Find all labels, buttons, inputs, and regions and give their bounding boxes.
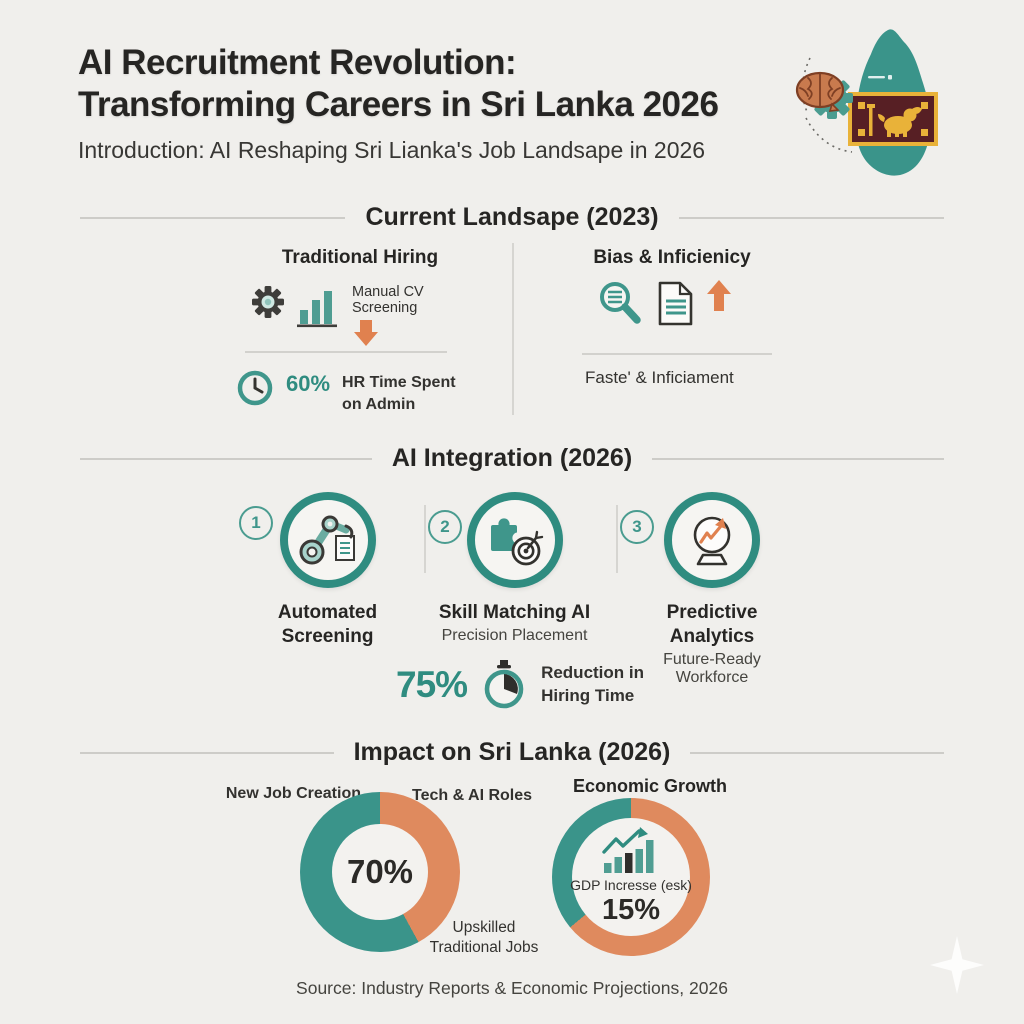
predictive-analytics-circle — [664, 492, 760, 588]
crystal-ball-icon — [693, 516, 731, 566]
automated-screening-circle — [279, 492, 376, 588]
magnifier-icon — [600, 282, 641, 324]
step-number-badge: 3 — [620, 510, 654, 544]
source-note: Source: Industry Reports & Economic Proj… — [296, 978, 728, 998]
column-title-traditional-hiring: Traditional Hiring — [281, 247, 439, 268]
donut-hole: 70% — [332, 824, 428, 920]
hr-time-stat: 60% HR Time Spent on Admin — [236, 368, 472, 415]
brain-icon — [795, 71, 845, 112]
section-header-current: Current Landsape (2023) — [80, 203, 945, 232]
section-title-current: Current Landsape (2023) — [365, 203, 659, 231]
hiring-time-stat-label: Reduction in Hiring Time — [541, 663, 645, 705]
divider-line — [690, 751, 944, 754]
step-number-badge: 1 — [239, 506, 273, 540]
economic-growth-title: Economic Growth — [572, 776, 727, 796]
divider-line — [616, 505, 618, 573]
ai-item-skill-matching: 2 Skill Matching AI Precision Placement — [428, 492, 597, 645]
ai-item-subtitle: Precision Placement — [441, 626, 588, 644]
page-title-line1: AI Recruitment Revolution: — [78, 43, 517, 82]
job-impact-donut-chart: 70% — [300, 792, 460, 952]
up-arrow-icon — [707, 280, 731, 311]
divider-line — [652, 457, 945, 460]
hr-time-stat-label: HR Time Spent on Admin — [342, 374, 456, 413]
dotted-arc-icon — [805, 117, 853, 153]
manual-cv-screening-label: Manual CV Screening — [352, 284, 424, 316]
divider-line — [512, 243, 514, 415]
manual-cv-screening-block: Manual CV Screening — [352, 284, 482, 351]
ai-item-title: Automated Screening — [277, 602, 378, 647]
gear-icon — [252, 286, 284, 318]
gdp-center-value: 15% — [601, 894, 661, 926]
traditional-hiring-icons — [250, 284, 341, 328]
ai-item-automated-screening: 1 Automated Screening — [239, 492, 410, 651]
step-number-badge: 2 — [428, 510, 462, 544]
divider-line — [80, 457, 372, 460]
column-title-bias-inefficiency: Bias & Inficienicy — [593, 247, 751, 268]
ai-item-predictive-analytics: 3 Predictive Analytics Future-Ready Work… — [620, 492, 798, 687]
skill-matching-circle — [466, 492, 563, 588]
page-title-line2: Transforming Careers in Sri Lanka 2026 — [78, 85, 719, 124]
down-arrow-icon — [354, 320, 378, 346]
stopwatch-icon — [484, 660, 524, 709]
document-icon — [658, 281, 693, 326]
faster-inefficient-label: Faste' & Inficiament — [585, 368, 734, 387]
donut-annotation-tech-ai-roles: Tech & AI Roles — [412, 787, 533, 804]
page-subtitle: Introduction: AI Reshaping Sri Lianka's … — [78, 137, 706, 163]
divider-line — [245, 351, 447, 353]
divider-line — [80, 751, 334, 754]
sri-lanka-ai-logo — [795, 29, 938, 176]
page-title: AI Recruitment Revolution: Transforming … — [78, 42, 719, 126]
hiring-time-stat: 75% Reduction in Hiring Time — [396, 658, 659, 712]
divider-line — [424, 505, 426, 573]
flag-lion-icon — [867, 104, 922, 137]
donut-annotation-new-job-creation: New Job Creation — [225, 785, 361, 802]
hiring-time-stat-value: 75% — [396, 664, 468, 705]
robot-arm-icon — [299, 515, 355, 565]
ai-item-subtitle: Future-Ready Workforce — [663, 650, 761, 686]
arrow-down-wrap — [354, 320, 482, 351]
puzzle-target-icon — [490, 518, 543, 566]
section-title-impact: Impact on Sri Lanka (2026) — [353, 738, 671, 766]
sri-lanka-flag-icon — [848, 92, 938, 146]
hr-time-stat-value: 60% — [286, 371, 331, 396]
economic-growth-donut-chart: GDP Incresse (esk) 15% — [552, 798, 710, 956]
bar-chart-icon — [297, 291, 337, 328]
dotted-arc-icon — [801, 57, 811, 115]
divider-line — [582, 353, 772, 355]
donut-annotation-upskilled-jobs: Upskilled Traditional Jobs — [429, 919, 539, 957]
job-impact-center-value: 70% — [346, 853, 414, 890]
bias-inefficiency-icons — [596, 280, 731, 328]
section-header-integration: AI Integration (2026) — [80, 444, 945, 473]
donut-hole: GDP Incresse (esk) 15% — [570, 818, 692, 936]
ai-item-title: Skill Matching AI — [438, 602, 591, 623]
clock-icon — [237, 370, 273, 406]
divider-line — [678, 216, 945, 219]
section-title-integration: AI Integration (2026) — [391, 444, 633, 472]
growth-bars-icon — [602, 827, 654, 873]
section-header-impact: Impact on Sri Lanka (2026) — [80, 738, 944, 767]
divider-line — [80, 216, 346, 219]
ai-item-title: Predictive Analytics — [666, 602, 758, 647]
gdp-increase-caption: GDP Incresse (esk) — [570, 877, 692, 893]
